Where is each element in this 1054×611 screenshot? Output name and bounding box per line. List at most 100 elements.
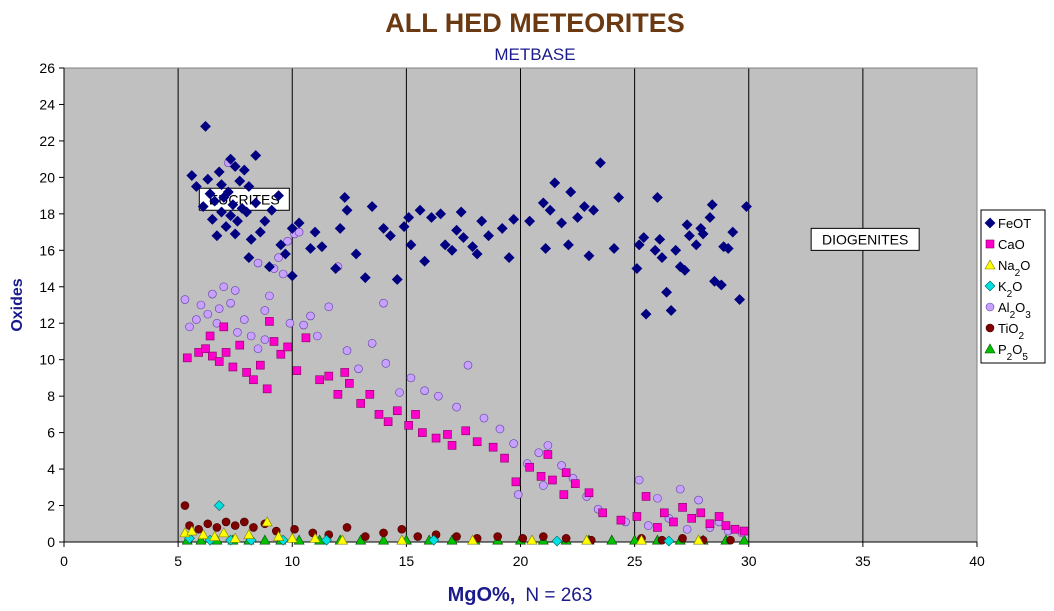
series-cao xyxy=(182,317,749,536)
point-al2o3 xyxy=(208,289,217,299)
point-feot xyxy=(665,305,677,316)
point-feot xyxy=(524,215,536,227)
point-feot xyxy=(245,233,257,245)
x-axis-ticks: 0 5 10 15 20 25 30 35 40 xyxy=(60,542,985,569)
point-feot xyxy=(654,233,666,245)
point-k2o xyxy=(321,534,332,546)
point-feot xyxy=(403,212,415,223)
point-feot xyxy=(588,204,599,216)
legend-item-na2o: Na2O xyxy=(984,258,1030,279)
point-feot xyxy=(439,239,451,251)
point-tio2 xyxy=(678,534,687,543)
point-tio2 xyxy=(360,532,370,541)
point-feot xyxy=(508,213,520,225)
series-tio2 xyxy=(180,501,735,545)
point-feot xyxy=(540,243,552,254)
point-al2o3 xyxy=(543,441,553,450)
point-na2o xyxy=(209,530,221,541)
chart-title: ALL HED METEORITES xyxy=(385,8,685,38)
point-feot xyxy=(556,217,568,229)
point-feot xyxy=(275,239,287,251)
annotation-diogenites: DIOGENITES xyxy=(822,231,908,247)
point-na2o xyxy=(218,527,230,538)
series-na2o xyxy=(179,516,705,545)
point-cao xyxy=(374,410,384,419)
point-na2o xyxy=(693,534,705,545)
point-cao xyxy=(315,375,324,385)
point-cao xyxy=(292,366,302,375)
point-feot xyxy=(455,206,467,218)
point-feot xyxy=(366,201,378,212)
point-tio2 xyxy=(561,534,571,543)
point-feot xyxy=(681,219,693,231)
point-feot xyxy=(243,181,255,192)
y-tick-label: 26 xyxy=(39,60,55,76)
point-p2o5 xyxy=(259,534,271,545)
point-feot xyxy=(613,192,625,203)
point-cao xyxy=(235,340,245,350)
point-feot xyxy=(496,223,508,234)
point-tio2 xyxy=(726,535,735,545)
point-cao xyxy=(262,384,272,394)
annotations: EUCRITES DIOGENITES xyxy=(198,187,920,251)
annotation-box xyxy=(810,227,920,251)
point-al2o3 xyxy=(278,269,288,279)
point-cao xyxy=(276,349,286,359)
point-cao xyxy=(714,512,724,521)
point-cao xyxy=(488,442,498,452)
point-k2o xyxy=(551,535,563,547)
legend-label-p2o5: P2O5 xyxy=(998,342,1028,363)
point-feot xyxy=(631,263,643,274)
x-axis-label-main: MgO%, xyxy=(448,584,516,606)
point-cao xyxy=(221,348,231,357)
y-tick-label: 22 xyxy=(39,133,55,149)
point-feot xyxy=(213,166,225,178)
x-tick-label: 10 xyxy=(284,553,300,569)
point-feot xyxy=(309,226,321,238)
point-feot xyxy=(225,210,237,222)
point-cao xyxy=(208,351,217,361)
point-feot xyxy=(690,239,702,251)
x-tick-label: 15 xyxy=(399,553,415,569)
point-cao xyxy=(242,368,251,377)
point-cao xyxy=(383,417,393,426)
point-feot xyxy=(218,192,230,203)
point-feot xyxy=(225,153,237,165)
point-al2o3 xyxy=(230,286,240,295)
point-tio2 xyxy=(180,501,190,510)
legend-marker-cao xyxy=(985,239,995,249)
point-feot xyxy=(216,206,227,218)
point-al2o3 xyxy=(283,236,292,246)
point-feot xyxy=(216,179,227,191)
point-al2o3 xyxy=(306,311,315,321)
legend-label-al2o3: Al2O3 xyxy=(998,300,1031,321)
point-al2o3 xyxy=(653,493,662,503)
point-al2o3 xyxy=(324,302,334,312)
legend-label-na2o: Na2O xyxy=(998,258,1030,279)
point-al2o3 xyxy=(233,328,242,337)
point-feot xyxy=(405,239,417,251)
point-feot xyxy=(476,215,488,227)
x-tick-label: 40 xyxy=(969,553,985,569)
point-al2o3 xyxy=(192,315,201,324)
point-feot xyxy=(286,223,298,234)
point-feot xyxy=(232,215,243,227)
y-tick-label: 20 xyxy=(39,169,55,185)
legend-label-cao: CaO xyxy=(998,237,1025,252)
point-cao xyxy=(443,430,452,439)
point-cao xyxy=(584,488,594,498)
point-feot xyxy=(339,192,351,203)
point-feot xyxy=(243,252,255,264)
point-al2o3 xyxy=(367,338,377,348)
point-al2o3 xyxy=(240,315,249,324)
point-cao xyxy=(653,523,662,532)
point-cao xyxy=(500,453,509,463)
point-al2o3 xyxy=(219,282,229,292)
point-cao xyxy=(669,517,678,527)
point-tio2 xyxy=(493,532,502,541)
point-feot xyxy=(227,199,239,211)
point-p2o5 xyxy=(606,534,618,545)
point-cao xyxy=(265,317,274,326)
point-feot xyxy=(391,274,403,285)
y-tick-label: 12 xyxy=(39,315,55,331)
